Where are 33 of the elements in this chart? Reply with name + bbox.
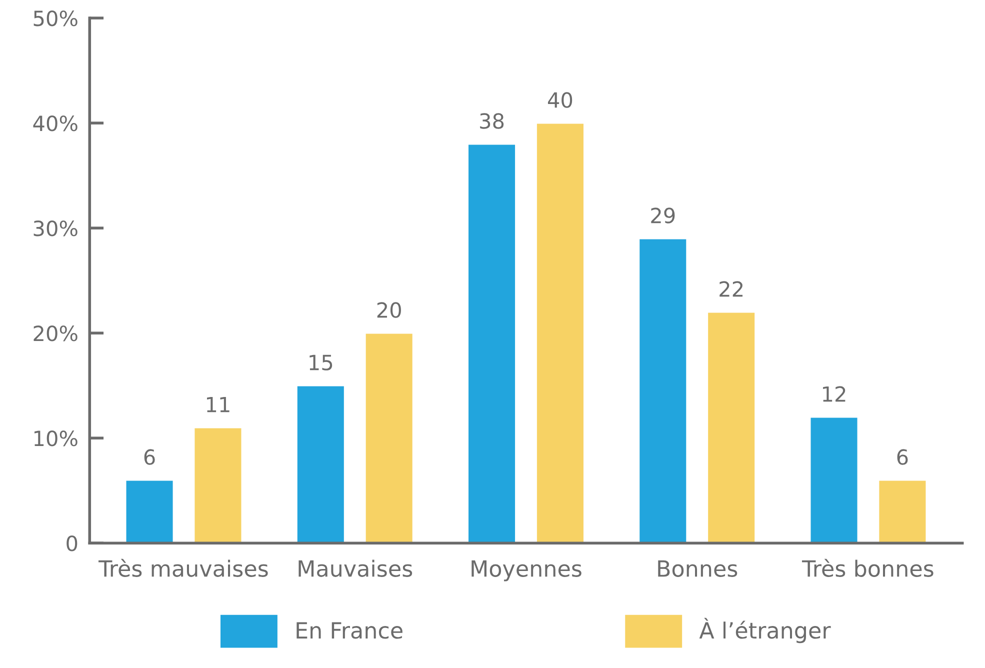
x-tick-label: Très mauvaises — [98, 558, 268, 577]
x-tick-label: Très bonnes — [802, 558, 934, 577]
data-label: 15 — [310, 354, 332, 370]
data-label: 6 — [897, 449, 908, 465]
data-label: 12 — [823, 386, 846, 402]
data-label: 40 — [548, 92, 572, 108]
x-tick-label: Mauvaises — [298, 560, 412, 577]
legend-label: À l’étranger — [699, 618, 831, 644]
x-tick-label: Moyennes — [472, 560, 582, 582]
bar — [809, 416, 859, 544]
legend-label: En France — [296, 622, 402, 639]
y-tick-label: 40% — [33, 116, 78, 132]
bar — [193, 426, 243, 544]
y-tick-label: 10% — [34, 430, 78, 446]
bar — [467, 143, 516, 544]
bar — [638, 238, 688, 544]
data-label: 20 — [377, 302, 401, 318]
bar — [706, 311, 756, 544]
y-tick-label: 20% — [34, 326, 78, 342]
x-tick-label: Bonnes — [658, 560, 738, 577]
y-tick-label: 50% — [34, 10, 78, 26]
bar — [364, 332, 414, 544]
bar — [296, 384, 346, 544]
bar — [124, 479, 174, 544]
data-label: 38 — [480, 113, 504, 129]
data-label: 29 — [651, 208, 675, 224]
data-label: 11 — [207, 396, 230, 412]
y-tick-label: 0 — [66, 536, 78, 552]
y-tick-label: 30% — [34, 220, 78, 236]
data-label: 22 — [720, 281, 742, 297]
bar — [536, 122, 585, 544]
data-label: 6 — [144, 449, 155, 465]
bar — [878, 479, 928, 544]
